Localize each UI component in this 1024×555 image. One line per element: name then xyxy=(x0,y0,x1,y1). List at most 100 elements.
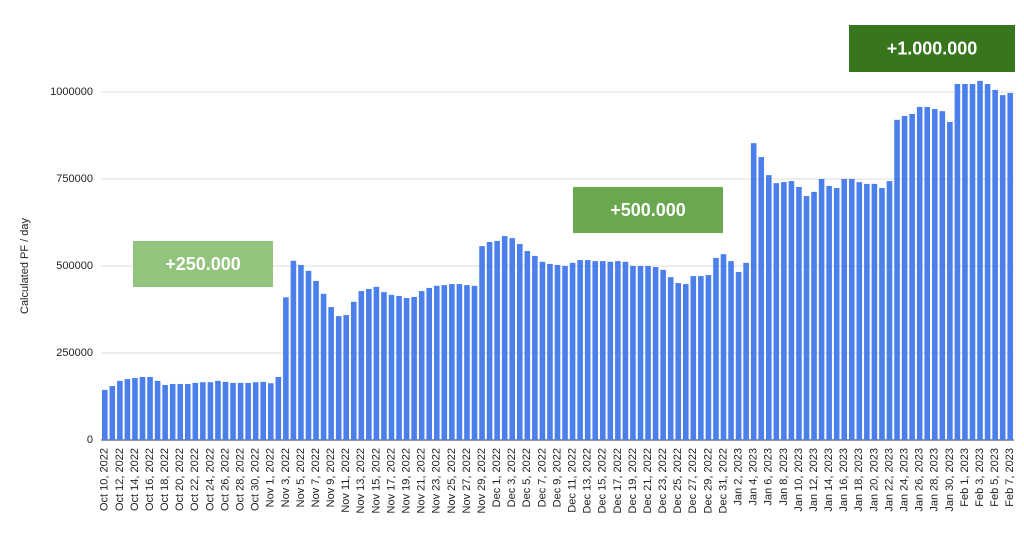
x-tick-label: Oct 10, 2022 xyxy=(99,448,111,511)
bar xyxy=(509,238,516,440)
bar xyxy=(788,181,795,440)
bar xyxy=(449,284,455,440)
x-tick-label: Jan 14, 2023 xyxy=(823,448,835,512)
bar xyxy=(222,381,229,440)
bar xyxy=(252,382,259,440)
bar xyxy=(464,285,470,440)
bar xyxy=(117,380,123,440)
bar xyxy=(441,285,448,440)
x-tick-label: Dec 1, 2022 xyxy=(491,448,503,507)
x-tick-label: Jan 4, 2023 xyxy=(748,448,760,506)
bar xyxy=(743,262,749,440)
bar xyxy=(184,383,191,440)
x-tick-label: Nov 17, 2022 xyxy=(385,448,397,513)
bar xyxy=(954,83,961,440)
bar xyxy=(396,295,402,440)
x-tick-label: Nov 13, 2022 xyxy=(355,448,367,513)
x-tick-label: Dec 19, 2022 xyxy=(627,448,639,513)
bar xyxy=(879,188,885,440)
bar xyxy=(411,296,417,440)
bar xyxy=(728,261,734,440)
bar xyxy=(260,381,267,440)
annotation-text: +1.000.000 xyxy=(887,38,978,58)
bar xyxy=(796,187,802,440)
x-tick-label: Nov 19, 2022 xyxy=(400,448,412,513)
bar xyxy=(290,260,297,440)
x-tick-label: Jan 24, 2023 xyxy=(898,448,910,512)
bar xyxy=(690,276,697,440)
bar xyxy=(320,293,327,440)
annotation-box xyxy=(133,241,273,287)
bar xyxy=(765,175,772,440)
x-tick-label: Jan 28, 2023 xyxy=(929,448,941,512)
bar xyxy=(886,181,893,440)
bar xyxy=(501,236,508,440)
bar xyxy=(735,271,742,440)
bar xyxy=(637,266,644,440)
annotation-box xyxy=(849,25,1015,72)
bar xyxy=(607,261,614,440)
x-tick-label: Jan 26, 2023 xyxy=(914,448,926,512)
bar xyxy=(381,292,387,440)
x-tick-label: Jan 2, 2023 xyxy=(732,448,744,506)
bar xyxy=(267,383,274,440)
bar xyxy=(139,377,146,440)
y-tick-label: 750000 xyxy=(56,173,93,185)
bar xyxy=(132,378,138,440)
x-tick-label: Nov 5, 2022 xyxy=(295,448,307,507)
bar xyxy=(901,116,908,441)
bar xyxy=(569,262,576,440)
x-tick-label: Dec 15, 2022 xyxy=(597,448,609,513)
x-tick-label: Dec 31, 2022 xyxy=(717,448,729,513)
x-tick-label: Dec 13, 2022 xyxy=(582,448,594,513)
x-tick-label: Dec 23, 2022 xyxy=(657,448,669,513)
bar xyxy=(147,377,153,440)
bar xyxy=(486,241,493,440)
bar xyxy=(101,389,108,440)
bar xyxy=(275,377,282,440)
bar xyxy=(418,291,425,440)
bar xyxy=(999,95,1006,440)
bar xyxy=(645,266,651,440)
x-tick-label: Dec 17, 2022 xyxy=(612,448,624,513)
bar xyxy=(313,280,319,440)
bar xyxy=(826,185,832,440)
bar xyxy=(230,382,236,440)
bar xyxy=(848,179,855,440)
x-tick-label: Nov 11, 2022 xyxy=(340,448,352,513)
bar xyxy=(547,263,553,440)
bar xyxy=(207,382,214,440)
bar xyxy=(931,109,938,440)
bar xyxy=(894,119,900,440)
bar xyxy=(215,380,221,440)
x-tick-label: Nov 23, 2022 xyxy=(431,448,443,513)
bar xyxy=(584,260,591,440)
x-tick-label: Nov 27, 2022 xyxy=(461,448,473,513)
x-tick-label: Dec 7, 2022 xyxy=(536,448,548,507)
x-tick-label: Dec 21, 2022 xyxy=(642,448,654,513)
x-tick-label: Oct 14, 2022 xyxy=(129,448,141,511)
bar xyxy=(984,83,991,440)
bar xyxy=(652,267,659,440)
annotation-text: +250.000 xyxy=(165,254,241,274)
bar xyxy=(192,382,199,440)
bar xyxy=(773,183,780,440)
x-tick-label: Oct 12, 2022 xyxy=(114,448,126,511)
x-tick-label: Nov 9, 2022 xyxy=(325,448,337,507)
bar xyxy=(622,261,629,440)
x-tick-label: Feb 7, 2023 xyxy=(1004,448,1016,507)
bar xyxy=(947,121,953,440)
bar xyxy=(154,380,161,440)
bar xyxy=(856,182,863,440)
bar xyxy=(516,244,523,440)
bar xyxy=(924,106,931,441)
bar xyxy=(969,83,976,440)
x-tick-label: Nov 25, 2022 xyxy=(446,448,458,513)
bar xyxy=(841,179,848,440)
x-tick-label: Dec 9, 2022 xyxy=(551,448,563,507)
bar xyxy=(305,270,312,440)
x-tick-label: Dec 29, 2022 xyxy=(702,448,714,513)
bar xyxy=(524,251,531,440)
bar xyxy=(426,287,433,440)
